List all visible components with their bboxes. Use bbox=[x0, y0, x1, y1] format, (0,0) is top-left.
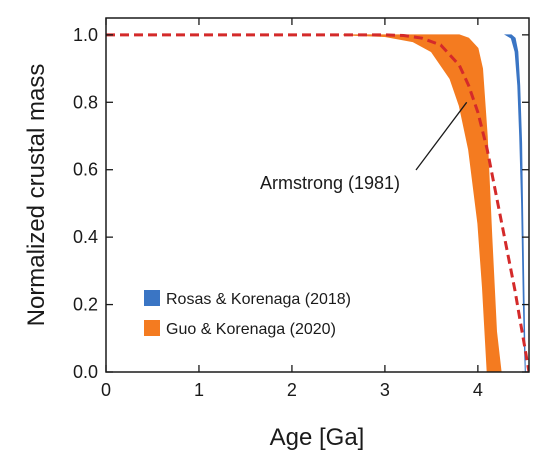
band-1 bbox=[343, 34, 502, 372]
y-tick-label: 0.0 bbox=[73, 362, 98, 382]
x-tick-label: 4 bbox=[473, 380, 483, 400]
legend-label: Rosas & Korenaga (2018) bbox=[166, 291, 351, 308]
x-axis-title: Age [Ga] bbox=[270, 424, 365, 451]
x-tick-label: 1 bbox=[194, 380, 204, 400]
x-axis: 0 1 2 3 4 bbox=[101, 18, 483, 400]
annotation-label: Armstrong (1981) bbox=[260, 173, 400, 193]
legend-swatch bbox=[144, 320, 160, 336]
data-lines bbox=[106, 33, 529, 372]
legend-label: Guo & Korenaga (2020) bbox=[166, 321, 336, 338]
line-series-0 bbox=[106, 33, 529, 372]
y-tick-label: 0.4 bbox=[73, 227, 98, 247]
y-tick-label: 0.8 bbox=[73, 92, 98, 112]
data-bands bbox=[343, 34, 526, 372]
y-axis-title: Normalized crustal mass bbox=[23, 64, 50, 327]
annotation-group: Armstrong (1981) bbox=[260, 101, 468, 193]
y-tick-label: 0.2 bbox=[73, 295, 98, 315]
y-tick-label: 1.0 bbox=[73, 25, 98, 45]
plot-frame bbox=[105, 17, 530, 373]
x-tick-label: 0 bbox=[101, 380, 111, 400]
y-tick-label: 0.6 bbox=[73, 160, 98, 180]
legend: Rosas & Korenaga (2018) Guo & Korenaga (2… bbox=[144, 290, 351, 338]
band-0 bbox=[503, 34, 526, 372]
legend-swatch bbox=[144, 290, 160, 306]
x-tick-label: 2 bbox=[287, 380, 297, 400]
x-tick-label: 3 bbox=[380, 380, 390, 400]
annotation-leader-line bbox=[415, 101, 468, 171]
y-axis: 0.0 0.2 0.4 0.6 0.8 1.0 bbox=[73, 25, 529, 382]
